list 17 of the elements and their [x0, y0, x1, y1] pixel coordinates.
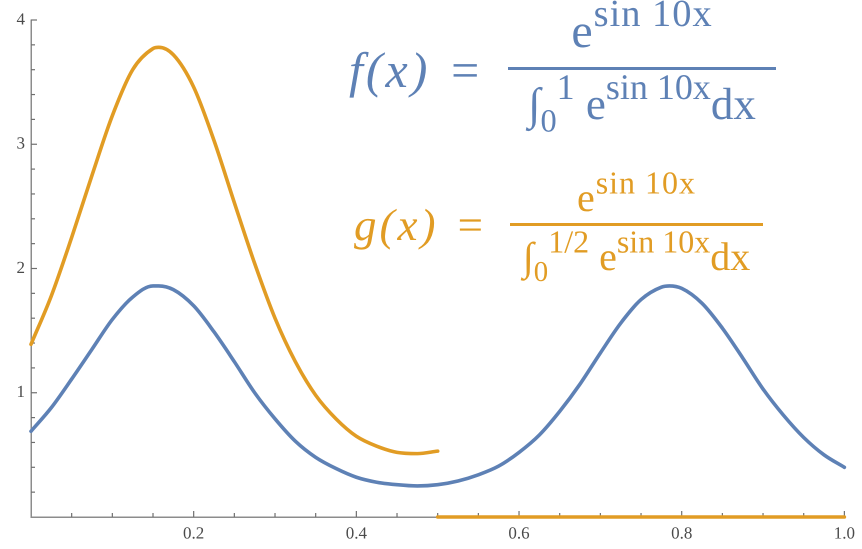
annotation: g(x) =: [354, 200, 488, 250]
x-tick-label: 1.0: [834, 524, 855, 543]
annotation: e$^{sin 10x}$: [571, 0, 713, 58]
annotation: ∫$_{0}$$^{1}$ e$^{sin 10x}$dx: [528, 67, 756, 140]
x-tick-label: 0.2: [183, 524, 204, 543]
y-tick-label: 2: [16, 258, 25, 277]
annotation: ∫$_{0}$$^{1/2}$ e$^{sin 10x}$dx: [522, 223, 750, 288]
line-series: [29, 46, 440, 456]
y-tick-label: 4: [16, 9, 26, 28]
y-tick-label: 3: [16, 134, 25, 153]
annotation: e$^{sin 10x}$: [576, 164, 696, 220]
annotation: f(x) =: [349, 42, 485, 98]
x-tick-label: 0.8: [671, 524, 692, 543]
x-tick-label: 0.4: [346, 524, 368, 543]
x-tick-label: 0.6: [508, 524, 530, 543]
y-tick-label: 1: [16, 382, 25, 402]
line-series: [29, 284, 846, 488]
